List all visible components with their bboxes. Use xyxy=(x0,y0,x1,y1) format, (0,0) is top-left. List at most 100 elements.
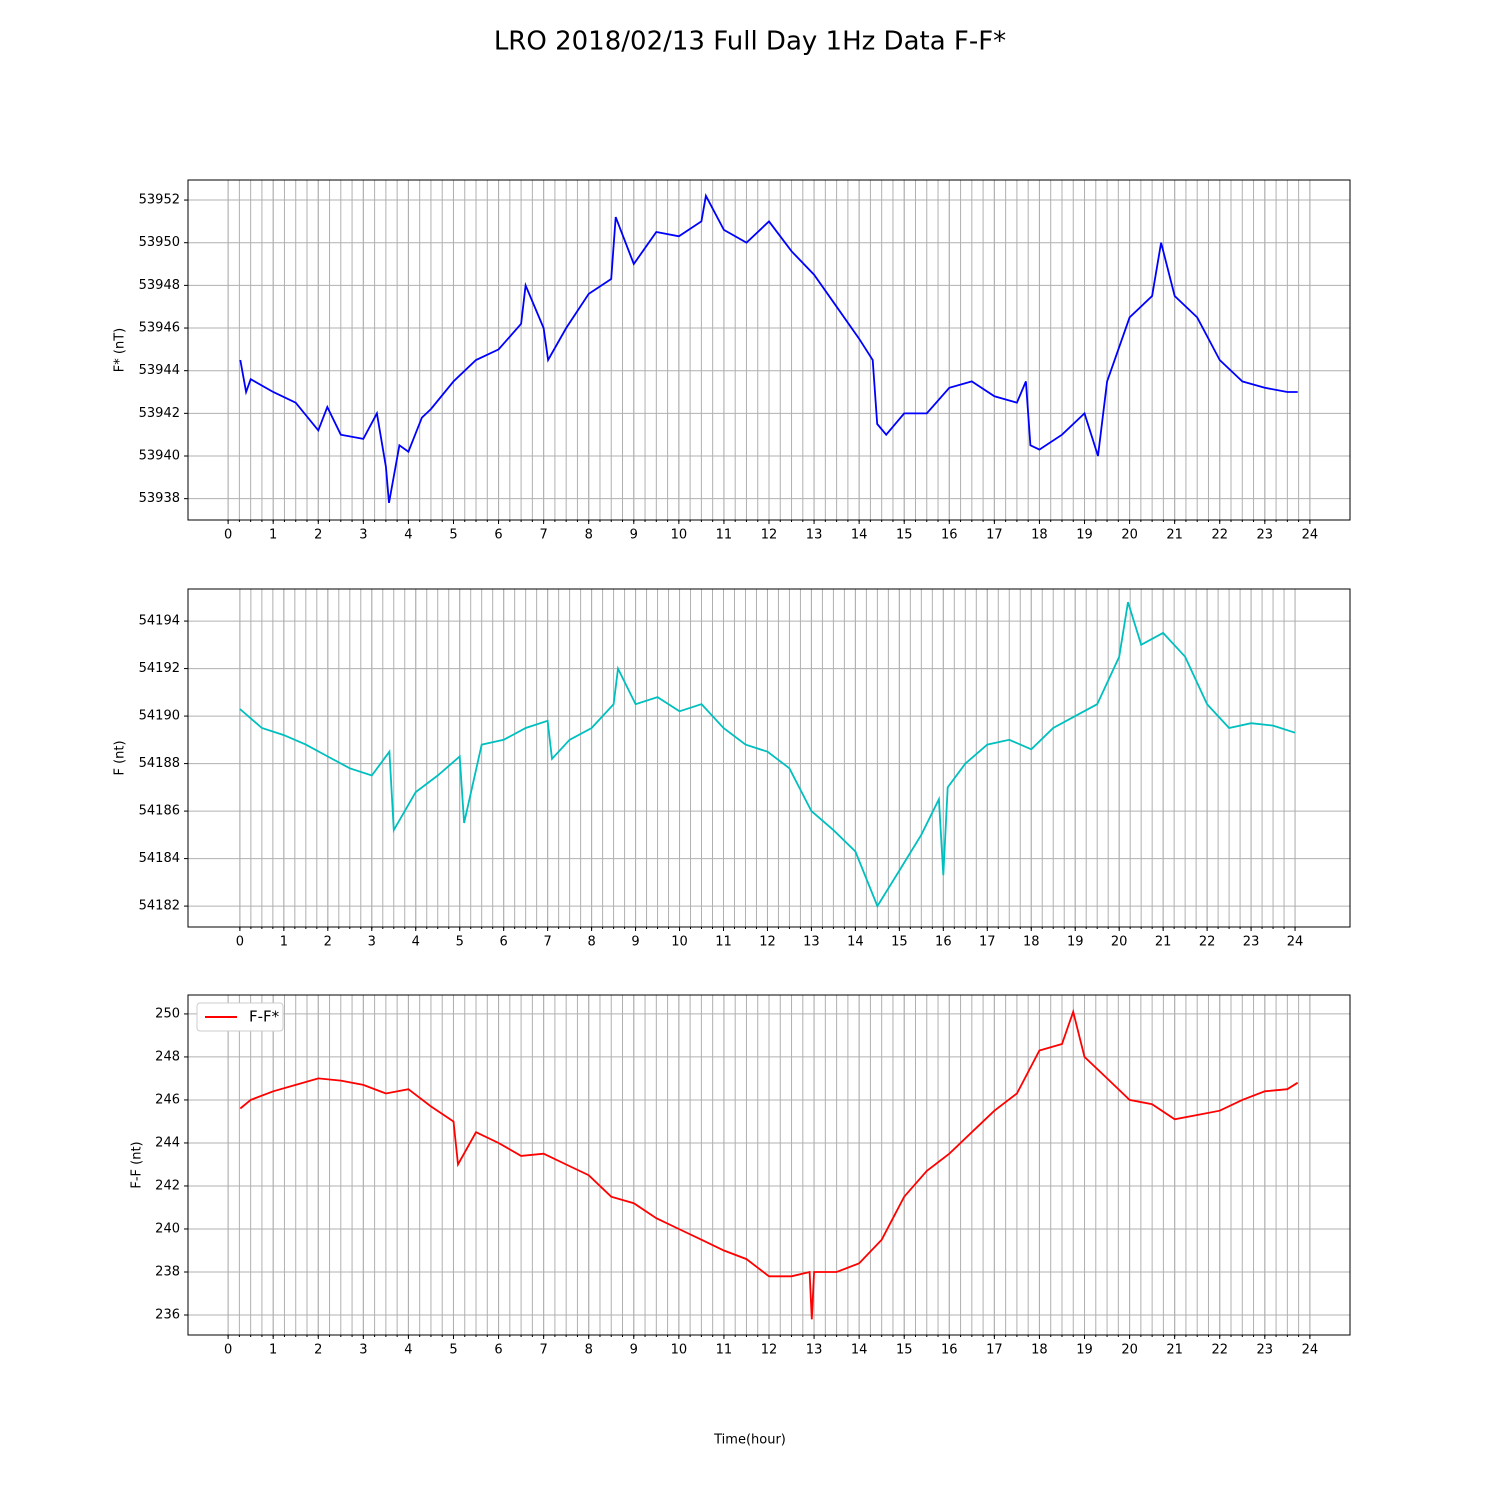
x-tick-label: 9 xyxy=(630,528,638,543)
data-line xyxy=(239,1008,1299,1320)
x-tick-label: 19 xyxy=(1076,528,1093,543)
legend-box xyxy=(196,1002,284,1032)
x-tick-label: 3 xyxy=(359,528,367,543)
x-tick-label: 0 xyxy=(224,528,232,543)
x-tick-label: 2 xyxy=(324,935,332,950)
x-tick-label: 17 xyxy=(986,1343,1003,1358)
x-tick-label: 18 xyxy=(1031,528,1048,543)
x-tick-label: 7 xyxy=(539,528,547,543)
y-tick-label: 244 xyxy=(155,1135,180,1150)
x-tick-label: 5 xyxy=(449,1343,457,1358)
x-tick-label: 20 xyxy=(1121,528,1138,543)
x-tick-label: 7 xyxy=(539,1343,547,1358)
y-tick-label: 53938 xyxy=(139,491,180,506)
x-tick-label: 11 xyxy=(715,935,732,950)
x-tick-label: 7 xyxy=(543,935,551,950)
x-tick-label: 21 xyxy=(1166,1343,1183,1358)
x-tick-label: 22 xyxy=(1199,935,1216,950)
y-tick-label: 236 xyxy=(155,1308,180,1323)
y-tick-label: 54184 xyxy=(139,851,180,866)
y-axis-label: F (nt) xyxy=(113,740,128,775)
x-tick-label: 13 xyxy=(806,1343,823,1358)
x-tick-label: 1 xyxy=(269,528,277,543)
x-tick-label: 10 xyxy=(671,935,688,950)
x-tick-label: 6 xyxy=(494,528,502,543)
x-tick-label: 22 xyxy=(1211,1343,1228,1358)
x-tick-label: 9 xyxy=(631,935,639,950)
plot-frame xyxy=(187,179,1351,521)
x-axis-label: Time(hour) xyxy=(713,1433,786,1448)
y-tick-label: 238 xyxy=(155,1264,180,1279)
y-tick-label: 53940 xyxy=(139,449,180,464)
y-tick-label: 54182 xyxy=(139,899,180,914)
x-tick-label: 3 xyxy=(359,1343,367,1358)
x-tick-label: 23 xyxy=(1243,935,1260,950)
x-tick-label: 21 xyxy=(1166,528,1183,543)
y-tick-label: 53952 xyxy=(139,193,180,208)
x-tick-label: 1 xyxy=(269,1343,277,1358)
y-tick-label: 53942 xyxy=(139,406,180,421)
x-tick-label: 0 xyxy=(236,935,244,950)
x-tick-label: 23 xyxy=(1257,528,1274,543)
x-tick-label: 0 xyxy=(224,1343,232,1358)
x-tick-label: 2 xyxy=(314,528,322,543)
figure-title: LRO 2018/02/13 Full Day 1Hz Data F-F* xyxy=(494,27,1006,57)
x-tick-label: 14 xyxy=(847,935,864,950)
x-tick-label: 18 xyxy=(1023,935,1040,950)
x-tick-label: 24 xyxy=(1302,528,1319,543)
x-tick-label: 20 xyxy=(1121,1343,1138,1358)
x-tick-label: 8 xyxy=(585,1343,593,1358)
x-tick-label: 24 xyxy=(1287,935,1304,950)
x-tick-label: 13 xyxy=(803,935,820,950)
x-tick-label: 24 xyxy=(1302,1343,1319,1358)
y-tick-label: 54194 xyxy=(139,614,180,629)
x-tick-label: 21 xyxy=(1155,935,1172,950)
x-tick-label: 23 xyxy=(1257,1343,1274,1358)
x-tick-label: 13 xyxy=(806,528,823,543)
x-tick-label: 6 xyxy=(494,1343,502,1358)
x-tick-label: 20 xyxy=(1111,935,1128,950)
x-tick-label: 12 xyxy=(761,528,778,543)
x-tick-label: 6 xyxy=(500,935,508,950)
y-tick-label: 53946 xyxy=(139,321,180,336)
plot-frame xyxy=(187,994,1351,1336)
x-tick-label: 19 xyxy=(1076,1343,1093,1358)
x-tick-label: 16 xyxy=(935,935,952,950)
x-tick-label: 16 xyxy=(941,528,958,543)
y-tick-label: 54188 xyxy=(139,756,180,771)
x-tick-label: 1 xyxy=(280,935,288,950)
x-tick-label: 17 xyxy=(979,935,996,950)
x-tick-label: 22 xyxy=(1211,528,1228,543)
y-tick-label: 246 xyxy=(155,1092,180,1107)
x-tick-label: 16 xyxy=(941,1343,958,1358)
y-tick-label: 242 xyxy=(155,1178,180,1193)
data-line xyxy=(239,193,1298,504)
y-tick-label: 53950 xyxy=(139,235,180,250)
x-tick-label: 4 xyxy=(404,1343,412,1358)
x-tick-label: 15 xyxy=(896,1343,913,1358)
x-tick-label: 11 xyxy=(716,1343,733,1358)
x-tick-label: 9 xyxy=(630,1343,638,1358)
plot-frame xyxy=(187,588,1351,928)
x-tick-label: 2 xyxy=(314,1343,322,1358)
x-tick-label: 4 xyxy=(404,528,412,543)
x-tick-label: 5 xyxy=(449,528,457,543)
legend-label: F-F* xyxy=(249,1008,280,1026)
x-tick-label: 12 xyxy=(759,935,776,950)
y-tick-label: 54192 xyxy=(139,661,180,676)
y-tick-label: 248 xyxy=(155,1049,180,1064)
x-tick-label: 8 xyxy=(587,935,595,950)
x-tick-label: 14 xyxy=(851,1343,868,1358)
x-tick-label: 5 xyxy=(456,935,464,950)
y-tick-label: 250 xyxy=(155,1006,180,1021)
x-tick-label: 11 xyxy=(716,528,733,543)
data-line xyxy=(239,601,1296,909)
x-tick-label: 19 xyxy=(1067,935,1084,950)
x-tick-label: 3 xyxy=(368,935,376,950)
x-tick-label: 10 xyxy=(671,1343,688,1358)
y-axis-label: F-F (nt) xyxy=(130,1141,145,1188)
y-tick-label: 240 xyxy=(155,1221,180,1236)
x-tick-label: 12 xyxy=(761,1343,778,1358)
y-tick-label: 54190 xyxy=(139,709,180,724)
